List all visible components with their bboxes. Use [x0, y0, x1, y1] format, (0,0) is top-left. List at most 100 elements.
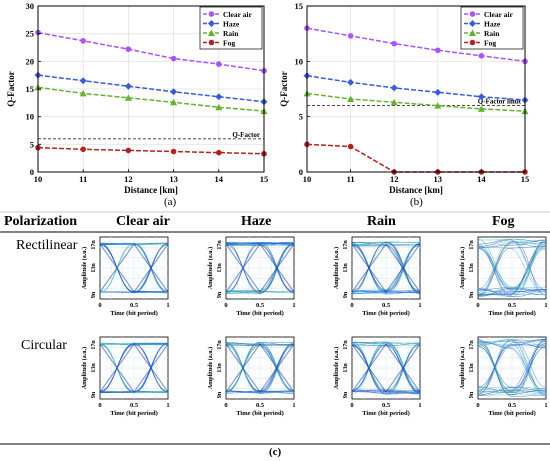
row-label-rectilinear: Rectilinear [16, 238, 78, 253]
legend-entry: Haze [223, 20, 240, 29]
caption-b: (b) [410, 196, 423, 208]
threshold-label: Q-Factor [232, 131, 260, 139]
y-axis-label: Amplitude (a.u.) [207, 247, 214, 289]
x-tick-label: 0.5 [382, 402, 391, 409]
data-point [170, 88, 178, 96]
data-point [477, 105, 485, 112]
y-tick-label: 13n [343, 263, 349, 273]
x-tick-label: 1 [418, 402, 421, 409]
y-axis-label: Amplitude (a.u.) [81, 247, 88, 289]
x-axis-label: Time (bit period) [236, 410, 284, 417]
data-point [347, 78, 355, 86]
legend-marker [469, 11, 476, 17]
series-fog [35, 144, 267, 157]
data-point [124, 82, 132, 90]
series-line [37, 74, 265, 103]
y-axis-label: Amplitude (a.u.) [207, 347, 214, 389]
legend-entry: Rain [484, 29, 500, 38]
x-tick-label: 1 [544, 402, 547, 409]
data-point [124, 94, 132, 101]
x-tick-label: 11 [79, 174, 87, 184]
x-axis-label: Distance [km] [124, 185, 178, 195]
data-point [434, 88, 442, 96]
y-tick-label: 5 [30, 139, 34, 149]
caption-a: (a) [164, 196, 177, 208]
data-point [79, 89, 87, 97]
y-tick-label: 20 [26, 56, 35, 66]
x-tick-label: 10 [303, 174, 312, 184]
series-clear-air [304, 25, 528, 65]
y-tick-label: 15 [295, 1, 304, 11]
series-haze [34, 71, 268, 106]
y-axis-label: Q-Factor [279, 71, 289, 106]
y-axis-label: Amplitude (a.u.) [333, 347, 340, 389]
x-tick-label: 0.5 [256, 302, 265, 309]
legend-marker [208, 11, 215, 17]
chart-a: Q-Factor 10 11 12 13 14 15 0 5 10 15 20 25 30 Distance… [6, 1, 268, 195]
x-tick-label: 0.5 [130, 402, 139, 409]
y-tick-label: 17n [469, 240, 475, 250]
data-point [347, 33, 354, 39]
row-label-circular: Circular [21, 338, 67, 353]
data-point [391, 40, 397, 47]
legend-entry: Clear air [223, 10, 252, 19]
x-tick-label: 0.5 [508, 302, 517, 309]
legend-marker [469, 20, 476, 27]
x-tick-label: 0 [350, 302, 353, 309]
data-point [79, 77, 87, 85]
y-axis-label: Amplitude (a.u.) [81, 347, 88, 389]
y-tick-label: 17n [343, 340, 349, 350]
x-tick-label: 0 [98, 402, 101, 409]
x-axis-label: Time (bit period) [236, 310, 284, 317]
series-line [306, 143, 525, 173]
data-point [215, 93, 223, 101]
data-point [125, 46, 132, 52]
x-tick-label: 11 [347, 174, 355, 184]
y-tick-label: 13n [217, 363, 223, 373]
y-tick-label: 30 [26, 1, 35, 11]
y-tick-label: 25 [26, 29, 35, 39]
y-tick-label: 17n [91, 340, 97, 350]
data-point [434, 102, 442, 109]
data-point [347, 95, 355, 102]
data-point [170, 148, 177, 155]
y-tick-label: 13n [91, 363, 97, 373]
x-tick-label: 1 [544, 302, 547, 309]
data-point [390, 98, 398, 106]
x-tick-label: 1 [292, 402, 295, 409]
x-tick-label: 1 [418, 302, 421, 309]
x-tick-label: 1 [166, 402, 169, 409]
series-line [306, 92, 526, 112]
series-clear-air [35, 29, 267, 74]
data-point [170, 98, 178, 106]
y-tick-label: 9n [91, 391, 97, 398]
data-point [215, 103, 223, 111]
x-tick-label: 1 [292, 302, 295, 309]
x-axis-label: Time (bit period) [110, 310, 158, 317]
legend-marker [208, 20, 215, 27]
legend-entry: Fog [484, 39, 496, 48]
x-tick-label: 13 [434, 174, 443, 184]
y-tick-label: 9n [469, 391, 475, 398]
y-tick-label: 9n [343, 391, 349, 398]
legend-entry: Fog [223, 39, 235, 48]
y-tick-label: 13n [469, 363, 475, 373]
x-tick-label: 0 [224, 402, 227, 409]
data-point [216, 149, 222, 156]
x-tick-label: 0.5 [256, 402, 265, 409]
y-axis-label: Amplitude (a.u.) [459, 247, 466, 289]
y-tick-label: 17n [217, 240, 223, 250]
x-tick-label: 0 [476, 402, 479, 409]
y-tick-label: 9n [91, 291, 97, 298]
y-tick-label: 5 [299, 112, 303, 122]
x-tick-label: 0 [476, 302, 479, 309]
data-point [477, 93, 485, 101]
x-tick-label: 12 [390, 174, 399, 184]
